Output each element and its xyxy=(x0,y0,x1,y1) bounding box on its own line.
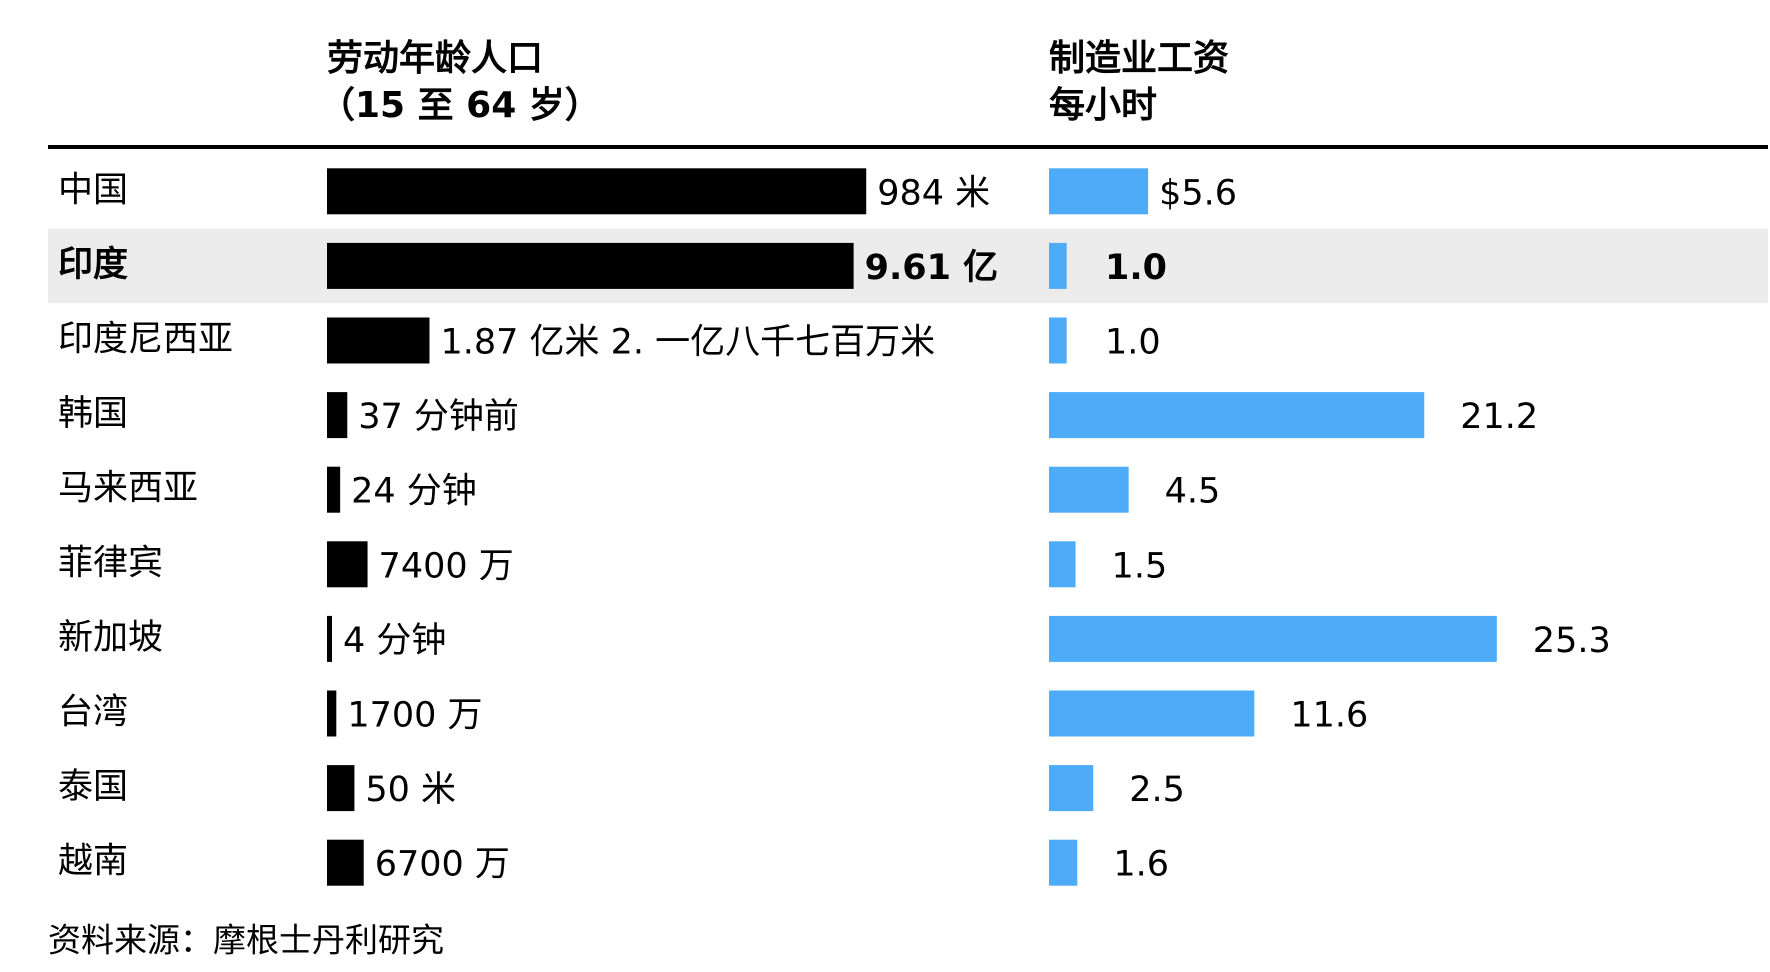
population-bar xyxy=(327,690,337,737)
population-value-label: 1700 万 xyxy=(347,696,482,736)
population-value-label: 50 米 xyxy=(365,770,456,810)
population-value-label: 9.61 亿 xyxy=(865,248,999,288)
wage-value-label: 2.5 xyxy=(1129,770,1185,810)
wage-bar xyxy=(1049,392,1425,439)
wage-bar xyxy=(1049,839,1078,886)
country-label: 印度尼西亚 xyxy=(58,320,233,360)
country-label: 台湾 xyxy=(58,693,128,733)
wage-bar xyxy=(1049,541,1076,588)
panel-title-1-line-1: 劳动年龄人口 xyxy=(327,38,543,79)
wage-bar xyxy=(1049,615,1497,662)
country-label: 菲律宾 xyxy=(58,543,163,583)
wage-bar xyxy=(1049,168,1149,215)
wage-value-label: 1.0 xyxy=(1105,248,1167,288)
population-bar xyxy=(327,392,348,439)
panel-title-2-line-2: 每小时 xyxy=(1049,85,1157,126)
population-bar xyxy=(327,615,332,662)
panel-title-1-line-2: （15 至 64 岁） xyxy=(319,85,601,126)
wage-bar xyxy=(1049,690,1255,737)
population-value-label: 1.87 亿米 2. 一亿八千七百万米 xyxy=(440,323,935,363)
wage-value-label: 21.2 xyxy=(1460,397,1538,437)
country-label: 马来西亚 xyxy=(58,469,198,509)
wage-value-label: 4.5 xyxy=(1165,472,1221,512)
population-value-label: 37 分钟前 xyxy=(358,397,519,437)
population-bar xyxy=(327,242,854,289)
population-value-label: 4 分钟 xyxy=(343,621,446,661)
wage-bar xyxy=(1049,466,1129,513)
wage-value-label: 1.0 xyxy=(1105,323,1161,363)
wage-value-label: $5.6 xyxy=(1159,173,1237,213)
population-value-label: 24 分钟 xyxy=(351,472,477,512)
population-bar xyxy=(327,317,430,364)
population-value-label: 6700 万 xyxy=(375,845,510,885)
country-label: 泰国 xyxy=(58,767,128,807)
panel-title-2-line-1: 制造业工资 xyxy=(1049,38,1229,79)
wage-bar xyxy=(1049,242,1067,289)
population-bar xyxy=(327,466,341,513)
wage-bar xyxy=(1049,765,1094,812)
population-bar xyxy=(327,765,355,812)
country-label: 印度 xyxy=(58,245,128,285)
population-value-label: 7400 万 xyxy=(379,546,514,586)
wage-value-label: 1.5 xyxy=(1112,546,1168,586)
wage-value-label: 11.6 xyxy=(1290,696,1368,736)
source-note: 资料来源：摩根士丹利研究 xyxy=(48,921,444,960)
population-bar xyxy=(327,839,364,886)
population-bar xyxy=(327,541,368,588)
country-label: 越南 xyxy=(58,842,128,882)
country-label: 新加坡 xyxy=(58,618,163,658)
population-bar xyxy=(327,168,867,215)
wage-bar xyxy=(1049,317,1067,364)
wage-value-label: 1.6 xyxy=(1113,845,1169,885)
country-label: 中国 xyxy=(58,170,128,210)
population-value-label: 984 米 xyxy=(877,173,990,213)
wage-value-label: 25.3 xyxy=(1533,621,1611,661)
country-label: 韩国 xyxy=(58,394,128,434)
